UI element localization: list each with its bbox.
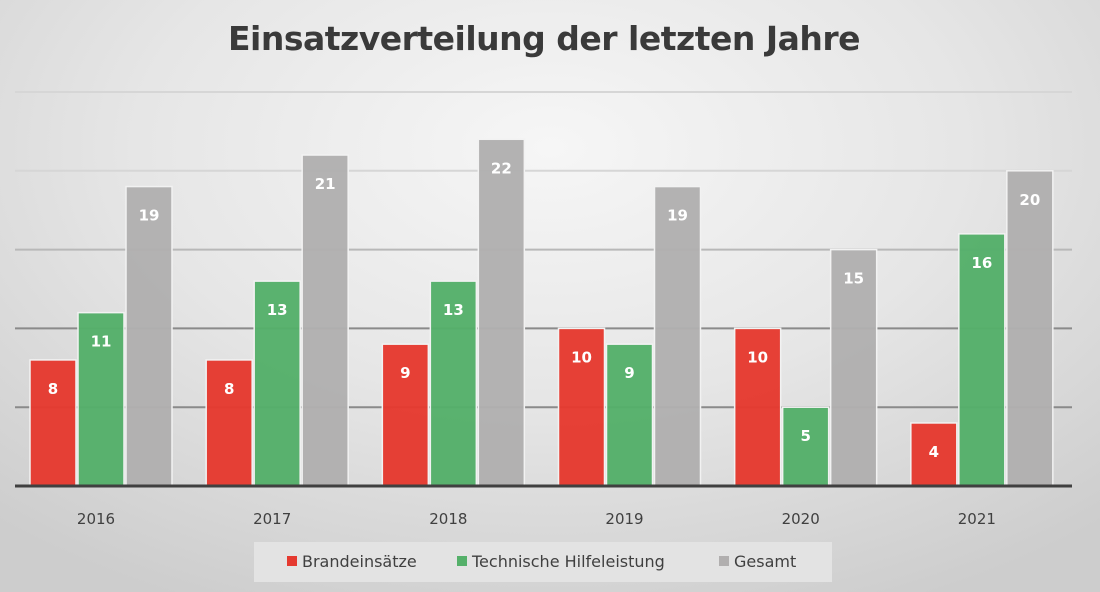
data-label: 9 (400, 364, 410, 382)
legend-label: Technische Hilfeleistung (471, 552, 665, 571)
bar-gesamt-2019 (653, 185, 702, 487)
legend-item: Brandeinsätze (287, 552, 417, 571)
bar-brandeins-tze-2016 (29, 359, 77, 487)
bar-technische-hilfeleistung-2016 (77, 311, 125, 487)
legend-item: Technische Hilfeleistung (457, 552, 665, 571)
data-label: 9 (624, 364, 634, 382)
data-label: 10 (571, 348, 592, 366)
x-tick-label: 2020 (782, 510, 820, 528)
legend-label: Gesamt (734, 552, 796, 571)
data-label: 22 (491, 159, 512, 177)
bar-brandeins-tze-2021 (910, 422, 958, 487)
x-tick-label: 2017 (253, 510, 291, 528)
x-tick-label: 2021 (958, 510, 996, 528)
bar-brandeins-tze-2019 (557, 327, 606, 487)
data-label: 5 (800, 427, 810, 445)
bar-technische-hilfeleistung-2021 (958, 233, 1006, 487)
data-label: 21 (315, 175, 336, 193)
data-label: 10 (747, 348, 768, 366)
data-label: 13 (443, 301, 464, 319)
bar-gesamt-2018 (477, 138, 526, 487)
legend-label: Brandeinsätze (302, 552, 417, 571)
bar-brandeins-tze-2020 (733, 327, 782, 487)
x-tick-label: 2018 (429, 510, 467, 528)
legend-box (254, 542, 832, 582)
legend-swatch (457, 556, 467, 566)
legend: Brandeinsätze Technische Hilfeleistung Ges… (287, 552, 796, 571)
bar-gesamt-2021 (1006, 170, 1054, 487)
data-label: 20 (1019, 191, 1040, 209)
x-tick-label: 2019 (605, 510, 643, 528)
bars: 8 11 19 8 13 21 9 13 22 10 9 19 10 5 15 4 16 20 (29, 138, 1054, 487)
data-label: 11 (91, 333, 112, 351)
data-label: 13 (267, 301, 288, 319)
data-label: 19 (139, 207, 160, 225)
legend-swatch (287, 556, 297, 566)
data-label: 15 (843, 270, 864, 288)
bar-gesamt-2017 (301, 154, 349, 487)
x-axis-ticks: 2016 2017 2018 2019 2020 2021 (77, 510, 996, 528)
legend-swatch (719, 556, 729, 566)
bar-brandeins-tze-2017 (205, 359, 253, 487)
data-label: 8 (224, 380, 234, 398)
gridlines (15, 91, 1072, 409)
bar-gesamt-2020 (829, 248, 878, 487)
bar-technische-hilfeleistung-2018 (429, 280, 478, 487)
bar-technische-hilfeleistung-2019 (605, 343, 654, 487)
data-label: 16 (971, 254, 992, 272)
data-label: 19 (667, 207, 688, 225)
chart-title: Einsatzverteilung der letzten Jahre (228, 19, 860, 58)
data-label: 4 (929, 443, 939, 461)
bar-gesamt-2016 (125, 185, 173, 487)
legend-item: Gesamt (719, 552, 796, 571)
x-tick-label: 2016 (77, 510, 115, 528)
bar-technische-hilfeleistung-2020 (781, 406, 830, 487)
bar-brandeins-tze-2018 (381, 343, 430, 487)
data-label: 8 (48, 380, 58, 398)
